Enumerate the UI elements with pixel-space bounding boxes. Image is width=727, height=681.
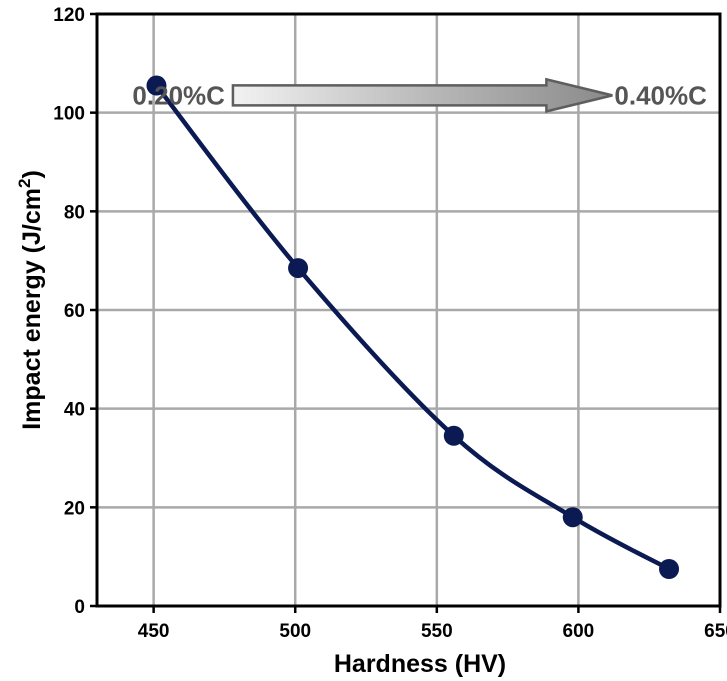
y-tick-label-120: 120	[53, 5, 85, 26]
data-point-4	[562, 507, 583, 528]
y-axis-label-main: Impact energy (J/cm	[18, 188, 46, 430]
x-tick-label-550: 550	[421, 621, 453, 642]
series	[146, 75, 680, 579]
data-point-1	[146, 75, 167, 96]
annotation-end-label: 0.40%C	[614, 80, 707, 110]
y-axis-label: Impact energy (J/cm2)	[15, 170, 46, 430]
data-point-5	[659, 559, 680, 579]
y-axis-label-end: )	[18, 170, 46, 178]
y-tick-label-40: 40	[64, 400, 85, 421]
x-tick-label-650: 650	[704, 621, 727, 642]
series-line-0	[154, 83, 672, 572]
y-tick-label-60: 60	[64, 301, 85, 322]
y-tick-label-100: 100	[53, 104, 85, 125]
data-point-2	[288, 258, 309, 279]
carbon-arrow	[231, 77, 613, 113]
axes	[90, 12, 722, 613]
grid	[97, 14, 720, 606]
x-tick-label-500: 500	[279, 621, 311, 642]
y-tick-labels: 0 20 40 60 80 100 120	[53, 5, 85, 618]
y-tick-label-80: 80	[64, 202, 85, 223]
x-tick-labels: 450 500 550 600 650	[138, 621, 727, 642]
x-axis-label: Hardness (HV)	[334, 650, 506, 678]
x-tick-label-450: 450	[138, 621, 170, 642]
y-axis-label-sup: 2	[15, 179, 34, 188]
x-tick-label-600: 600	[563, 621, 595, 642]
y-tick-label-0: 0	[74, 597, 85, 618]
data-point-3	[443, 425, 464, 446]
annotation-start-label: 0.20%C	[132, 80, 225, 110]
annotation: 0.20%C 0.40%C	[132, 77, 707, 113]
y-tick-label-20: 20	[64, 498, 85, 519]
